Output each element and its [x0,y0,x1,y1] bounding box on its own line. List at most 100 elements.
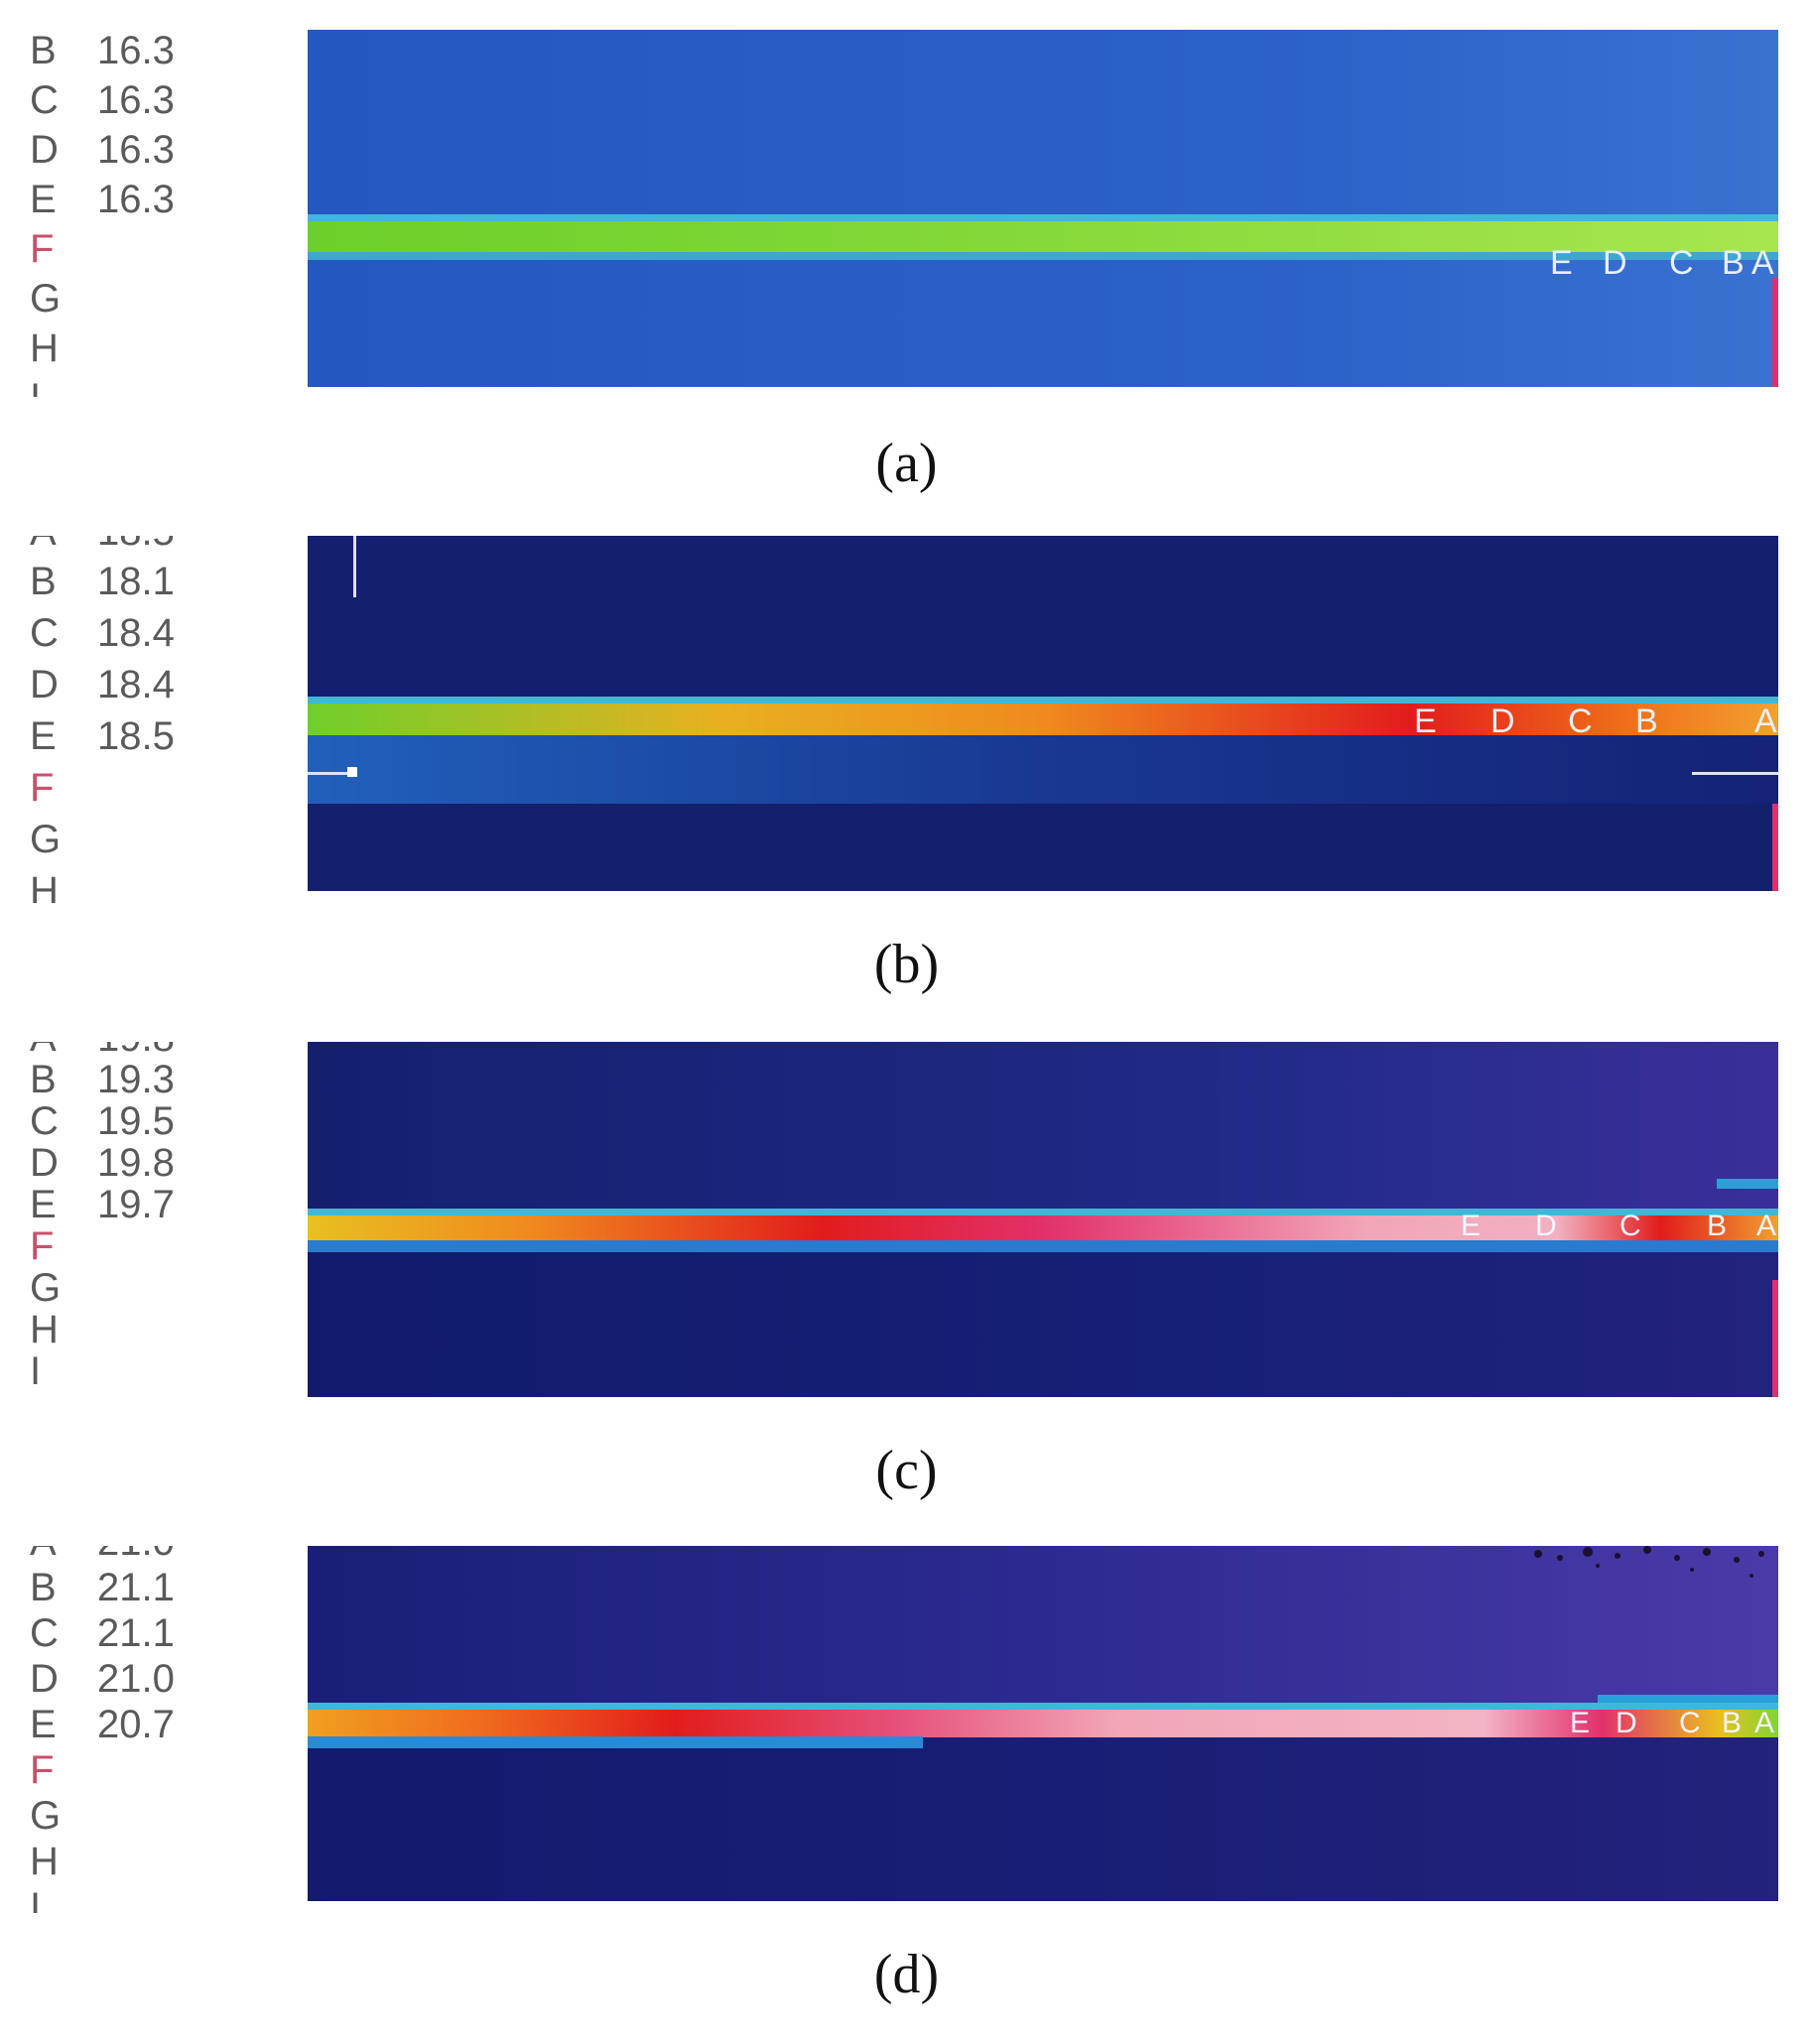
caption-a: (a) [875,433,938,494]
row-letter: D [30,1657,59,1701]
row-letter: B [30,1566,57,1609]
panel-a: B 16.3 C 16.3 D 16.3 E 16.3 F G H I [0,30,1813,526]
thermal-image-d: E D C B A [308,1546,1778,1901]
marker-label: B [1722,1707,1742,1739]
row-letter: E [30,714,57,758]
caption-d: (d) [873,1944,940,2005]
row-letter: F [30,227,55,271]
row-letter: G [30,277,62,320]
marker-label: E [1414,703,1437,740]
marker-label: E [1550,244,1573,282]
row-letter: G [30,1794,62,1838]
row-value: 18.4 [97,611,175,655]
row-letter: H [30,1840,59,1883]
row-letter: H [30,326,59,370]
marker-label: D [1616,1707,1637,1739]
edge-marker [1772,1280,1778,1397]
temperature-readout-d: A 21.0 B 21.1 C 21.1 D 21.0 E 20.7 F G H I [30,1546,268,1913]
row-value: 21.1 [97,1566,175,1609]
stripe-halo [308,214,1778,222]
crosshair-line [353,536,356,597]
row-value: 16.3 [97,178,175,221]
row-value: 18.4 [97,663,175,706]
row-letter: H [30,869,59,903]
row-letter: G [30,1266,62,1310]
stripe-halo [308,252,1778,260]
row-letter: A [30,536,89,558]
marker-label: B [1635,703,1658,740]
thermal-image-a: E D C B A [308,30,1778,387]
stripe-glow [308,734,1778,804]
stripe-halo [308,1703,1778,1711]
heated-stripe [308,1215,1778,1241]
row-letter: B [30,1058,57,1101]
caption-c: (c) [875,1440,938,1501]
marker-label: A [1751,244,1774,282]
marker-label: E [1461,1210,1481,1242]
row-value: 19.7 [97,1183,175,1226]
row-letter: F [30,1748,55,1792]
marker-label: B [1707,1210,1727,1242]
row-value: 19.8 [97,1042,246,1064]
marker-label: D [1490,703,1515,740]
background-shade [308,1729,1778,1901]
thermal-image-b: E D C B A [308,536,1778,891]
crosshair-point [347,767,357,777]
temperature-readout-a: B 16.3 C 16.3 D 16.3 E 16.3 F G H I [30,30,268,397]
marker-label: D [1535,1210,1557,1242]
row-letter: C [30,78,59,122]
row-letter: H [30,1308,59,1351]
marker-label: C [1679,1707,1701,1739]
temperature-readout-b: A 18.5 B 18.1 C 18.4 D 18.4 E 18.5 F G H [30,536,268,903]
row-value: 19.5 [97,1099,175,1143]
row-letter: I [30,372,89,397]
marker-label: A [1754,1707,1774,1739]
temperature-readout-c: A 19.8 B 19.3 C 19.5 D 19.8 E 19.7 F G H I [30,1042,268,1409]
row-value: 21.0 [97,1657,175,1701]
row-letter: E [30,178,57,221]
stripe-halo [1598,1695,1778,1705]
stripe-halo [308,1736,923,1748]
panel-c: A 19.8 B 19.3 C 19.5 D 19.8 E 19.7 F G H I [0,1042,1813,1538]
row-letter: B [30,560,57,603]
row-value: 21.1 [97,1611,175,1655]
crosshair-line [1692,772,1778,775]
stripe-halo [308,697,1778,704]
thermal-background [308,30,1778,387]
row-letter: A [30,1042,89,1064]
marker-label: E [1570,1707,1590,1739]
edge-marker [1772,278,1778,387]
heated-stripe [308,703,1778,735]
row-letter: D [30,1141,59,1185]
marker-label: D [1603,244,1627,282]
stripe-halo [308,1240,1778,1252]
stripe-halo [1717,1179,1778,1189]
heated-stripe [308,1710,1778,1737]
row-letter: F [30,766,55,810]
marker-label: C [1568,703,1593,740]
row-value: 16.3 [97,78,175,122]
row-value: 16.3 [97,30,175,72]
row-letter: C [30,1611,59,1655]
row-value: 19.3 [97,1058,175,1101]
marker-label: A [1754,703,1777,740]
row-value: 21.0 [97,1546,246,1568]
row-letter: F [30,1224,55,1268]
crosshair-line [308,772,353,775]
row-value: 18.5 [97,536,246,558]
row-letter: D [30,663,59,706]
edge-marker [1772,804,1778,891]
marker-label: C [1669,244,1694,282]
row-letter: G [30,818,62,861]
row-letter: E [30,1703,57,1746]
row-value: 20.7 [97,1703,175,1746]
stripe-halo [308,1209,1778,1216]
row-value: 18.5 [97,714,175,758]
marker-label: B [1722,244,1745,282]
panel-b: A 18.5 B 18.1 C 18.4 D 18.4 E 18.5 F G H [0,536,1813,1032]
marker-label: A [1756,1210,1776,1242]
row-letter: I [30,1885,42,1913]
row-value: 16.3 [97,128,175,172]
noise-speckles [1534,1546,1764,1578]
row-value: 19.8 [97,1141,175,1185]
